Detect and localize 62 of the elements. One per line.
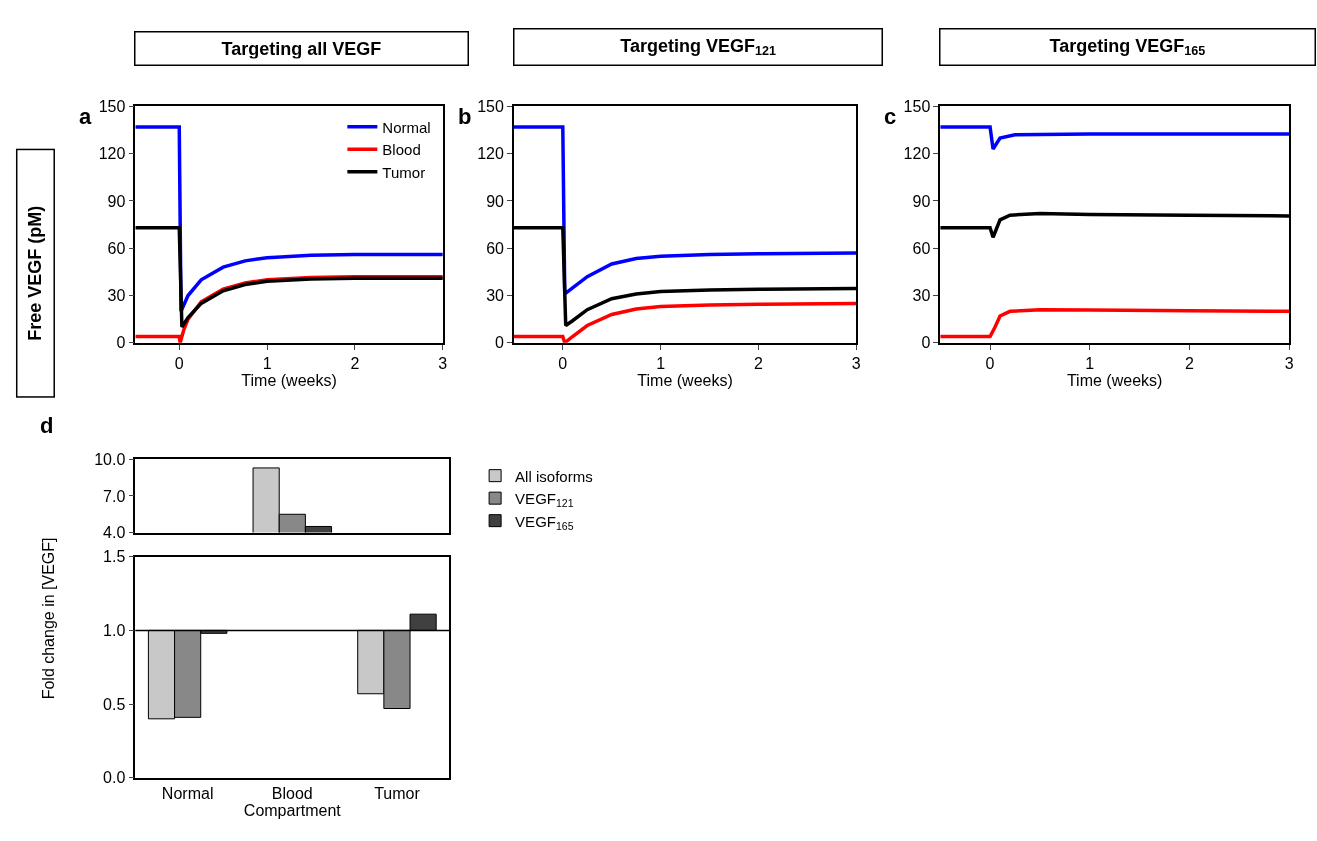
x-tick-label: 3 [1284, 354, 1294, 372]
y-tick-label: 1.5 [103, 548, 126, 566]
x-tick-label: 1 [1085, 354, 1095, 372]
x-tick-label: Normal [161, 784, 214, 802]
x-tick-label: Blood [271, 784, 313, 802]
y-tick-label: 1.0 [103, 621, 126, 639]
x-tick-label: 0 [985, 354, 995, 372]
y-tick-label: 10.0 [94, 451, 126, 468]
text: c [884, 104, 897, 129]
y-axis-title: Free VEGF (pM) [25, 205, 46, 341]
y-tick-label: 60 [107, 239, 126, 257]
x-tick-label: 3 [851, 354, 861, 372]
y-tick-label: 60 [486, 239, 505, 257]
x-tick-label: 3 [438, 354, 448, 372]
legend-label: VEGF$_{121}$ [515, 490, 574, 510]
y-tick-label: 120 [477, 145, 505, 163]
y-tick-label: 0 [116, 334, 126, 352]
legend-label: Tumor [382, 163, 426, 181]
text: d [40, 413, 54, 438]
legend-label: Blood [382, 141, 421, 159]
x-axis-title: Time (weeks) [637, 371, 733, 389]
text: a [79, 104, 92, 129]
y-tick-label: 0 [495, 334, 505, 352]
y-tick-label: 30 [912, 287, 931, 305]
y-tick-label: 4.0 [103, 524, 126, 542]
legend-label: Normal [382, 118, 431, 136]
legend-label: VEGF$_{165}$ [515, 512, 574, 532]
y-tick-label: 60 [912, 239, 931, 257]
y-tick-label: 120 [98, 145, 126, 163]
y-tick-label: 90 [912, 192, 931, 210]
legend-label: All isoforms [515, 467, 593, 485]
x-tick-label: 0 [174, 354, 184, 372]
x-tick-label: 2 [753, 354, 763, 372]
x-axis-title: Time (weeks) [1066, 371, 1163, 389]
line-series [940, 125, 1290, 151]
x-tick-label: 0 [558, 354, 568, 372]
x-tick-label: Tumor [374, 784, 421, 802]
x-tick-label: 2 [350, 354, 360, 372]
y-tick-label: 0 [921, 334, 931, 352]
y-tick-label: 90 [107, 192, 126, 210]
y-tick-label: 150 [477, 98, 505, 116]
line-series [940, 307, 1290, 339]
y-tick-label: 150 [903, 98, 931, 116]
x-axis-title: Compartment [243, 801, 342, 819]
y-tick-label: 30 [107, 287, 126, 305]
line-series [513, 301, 857, 343]
chart-title: Targeting all VEGF [221, 38, 382, 59]
y-tick-label: 0.0 [103, 769, 126, 787]
y-tick-label: 150 [98, 98, 126, 116]
y-tick-label: 30 [486, 287, 505, 305]
x-tick-label: 1 [656, 354, 666, 372]
y-tick-label: 0.5 [103, 695, 126, 713]
x-tick-label: 1 [262, 354, 272, 372]
y-axis-title: Fold change in [VEGF] [40, 537, 58, 700]
chart-title: Targeting VEGF$_{165}$ [1049, 35, 1206, 59]
y-tick-label: 7.0 [103, 487, 126, 505]
y-tick-label: 120 [903, 145, 931, 163]
x-axis-title: Time (weeks) [241, 371, 337, 389]
chart-title: Targeting VEGF$_{121}$ [620, 35, 777, 59]
x-tick-label: 2 [1184, 354, 1194, 372]
y-tick-label: 90 [486, 192, 505, 210]
text: b [458, 104, 472, 129]
